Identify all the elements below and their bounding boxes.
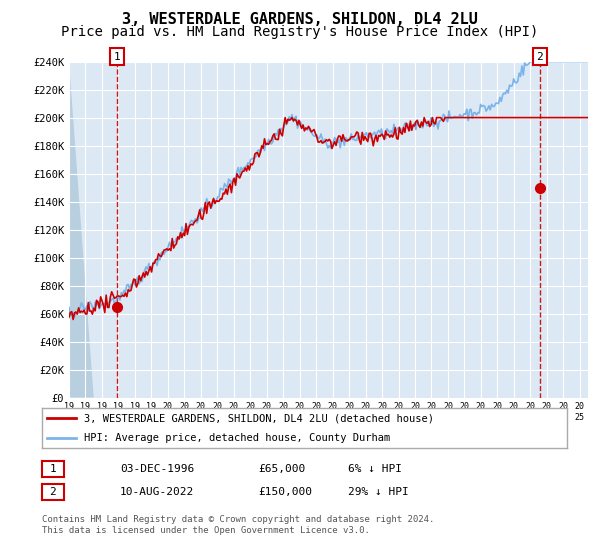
- Text: 03-DEC-1996: 03-DEC-1996: [120, 464, 194, 474]
- Text: 1: 1: [49, 464, 56, 474]
- Text: 2: 2: [49, 487, 56, 497]
- Text: HPI: Average price, detached house, County Durham: HPI: Average price, detached house, Coun…: [84, 432, 390, 442]
- Polygon shape: [69, 62, 94, 398]
- Text: £65,000: £65,000: [258, 464, 305, 474]
- Text: Contains HM Land Registry data © Crown copyright and database right 2024.: Contains HM Land Registry data © Crown c…: [42, 515, 434, 524]
- Text: £150,000: £150,000: [258, 487, 312, 497]
- Text: 29% ↓ HPI: 29% ↓ HPI: [348, 487, 409, 497]
- Text: 6% ↓ HPI: 6% ↓ HPI: [348, 464, 402, 474]
- Text: 2: 2: [536, 52, 543, 62]
- Text: Price paid vs. HM Land Registry's House Price Index (HPI): Price paid vs. HM Land Registry's House …: [61, 25, 539, 39]
- Text: 1: 1: [114, 52, 121, 62]
- Text: 3, WESTERDALE GARDENS, SHILDON, DL4 2LU: 3, WESTERDALE GARDENS, SHILDON, DL4 2LU: [122, 12, 478, 27]
- Text: 10-AUG-2022: 10-AUG-2022: [120, 487, 194, 497]
- Text: This data is licensed under the Open Government Licence v3.0.: This data is licensed under the Open Gov…: [42, 526, 370, 535]
- Text: 3, WESTERDALE GARDENS, SHILDON, DL4 2LU (detached house): 3, WESTERDALE GARDENS, SHILDON, DL4 2LU …: [84, 413, 434, 423]
